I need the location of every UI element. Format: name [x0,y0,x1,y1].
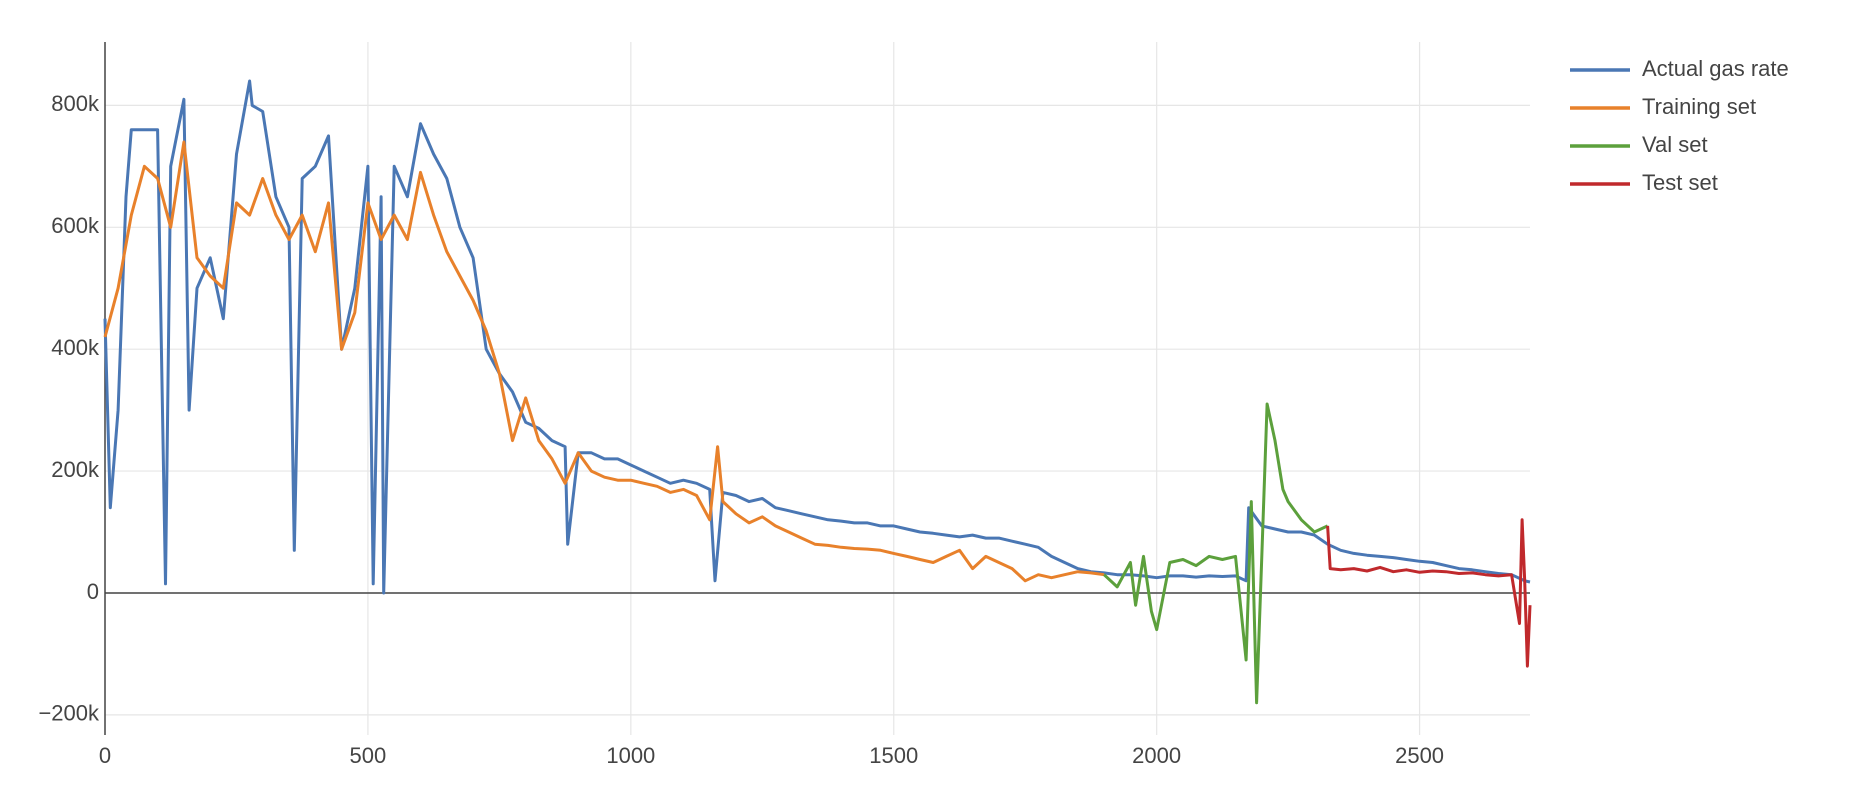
x-tick-label: 1500 [869,743,918,768]
y-tick-label: 400k [51,335,100,360]
legend-label: Actual gas rate [1642,56,1789,81]
series-line [103,140,1105,583]
series-line [1103,402,1329,705]
legend-label: Val set [1642,132,1708,157]
legend-label: Training set [1642,94,1756,119]
x-tick-label: 2500 [1395,743,1444,768]
legend-label: Test set [1642,170,1718,195]
y-tick-label: −200k [38,701,100,726]
y-tick-label: 800k [51,91,100,116]
series-line [103,79,1531,595]
y-tick-label: 0 [87,579,99,604]
x-tick-label: 500 [350,743,387,768]
series-line [1326,518,1532,668]
x-tick-label: 0 [99,743,111,768]
x-tick-label: 2000 [1132,743,1181,768]
y-tick-label: 200k [51,457,100,482]
y-tick-label: 600k [51,213,100,238]
x-tick-label: 1000 [606,743,655,768]
